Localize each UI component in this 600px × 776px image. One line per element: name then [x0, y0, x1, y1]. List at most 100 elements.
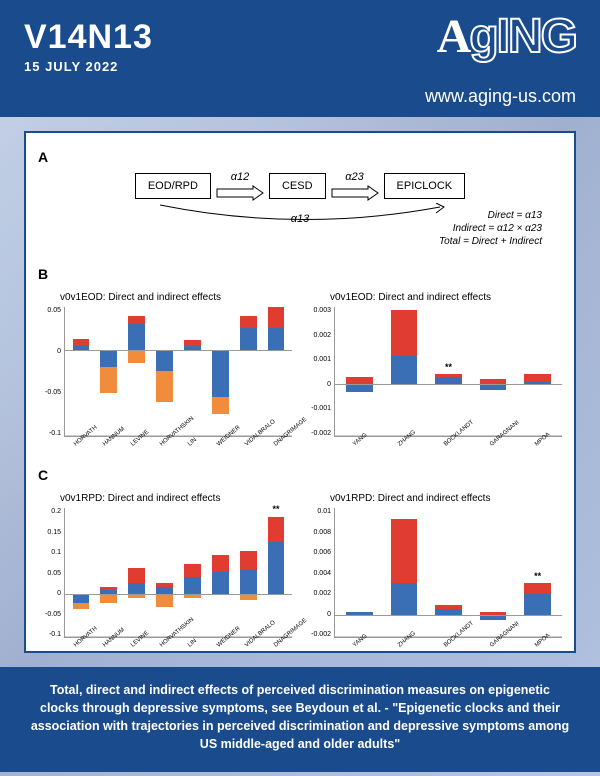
- panel-b: B v0v1EOD: Direct and indirect effects 0.…: [38, 266, 562, 449]
- x-axis: HORVATHHANNUMLEVINEHORVATHSKINLINWEIDNER…: [64, 638, 292, 650]
- bar-group: [95, 307, 123, 436]
- arrow-12-label: α12: [231, 171, 250, 183]
- x-label: BOCKLANDT: [443, 638, 455, 649]
- x-axis: YANGZHANGBOCKLANDTGARAGNANIMPOA: [334, 437, 562, 449]
- bar-segment-red: [240, 551, 257, 570]
- bar-group: [123, 307, 151, 436]
- issue-number: V14N13: [24, 18, 153, 57]
- x-label: MPOA: [534, 638, 546, 649]
- x-label: ZHANG: [397, 437, 409, 448]
- y-axis: 0.050-0.05-0.1: [38, 307, 64, 437]
- bar-group: [515, 307, 560, 436]
- panel-a-label: A: [38, 149, 48, 165]
- chart-title: v0v1EOD: Direct and indirect effects: [38, 292, 292, 303]
- bar-group: [382, 307, 427, 436]
- journal-logo: AgING: [437, 18, 576, 56]
- x-label: ZHANG: [397, 638, 409, 649]
- significance-marker: **: [273, 504, 280, 514]
- arrow-icon: [215, 185, 265, 201]
- bar-group: [471, 508, 516, 637]
- x-label: HORVATH: [73, 638, 85, 649]
- bar-segment-blue: [212, 572, 229, 593]
- bar-segment-blue: [268, 542, 285, 594]
- bar-group: [337, 508, 382, 637]
- zero-line: [65, 594, 292, 595]
- bar-group: [262, 307, 290, 436]
- figure-panel: A EOD/RPD α12 CESD α23 EPICLOCK α13: [24, 131, 576, 653]
- x-label: HANNUM: [102, 638, 114, 649]
- bar-segment-orange: [100, 367, 117, 393]
- diagram-a: A EOD/RPD α12 CESD α23 EPICLOCK α13: [38, 149, 562, 248]
- bar-group: [382, 508, 427, 637]
- x-label: WEIDNER: [216, 437, 228, 448]
- bar-group: [206, 508, 234, 637]
- x-label: MPOA: [534, 437, 546, 448]
- significance-marker: **: [445, 362, 452, 372]
- issue-date: 15 JULY 2022: [24, 59, 153, 74]
- bar-segment-red: [268, 517, 285, 543]
- plot-area: [64, 307, 292, 437]
- zero-line: [335, 615, 562, 616]
- curve-arrow: α13: [38, 203, 562, 227]
- bar-group: **: [426, 307, 471, 436]
- x-label: LEVINE: [130, 638, 142, 649]
- flow-box-3: EPICLOCK: [384, 173, 466, 199]
- x-label: DNAGRIMAGE: [273, 638, 285, 649]
- figure-caption: Total, direct and indirect effects of pe…: [0, 667, 600, 772]
- chart-c-left: v0v1RPD: Direct and indirect effects0.20…: [38, 493, 292, 650]
- arrow-13-label: α13: [291, 213, 310, 225]
- bar-segment-red: [212, 555, 229, 572]
- bar-segment-red: [240, 316, 257, 329]
- bar-segment-red: [268, 307, 285, 329]
- x-label: HORVATHSKIN: [159, 437, 171, 448]
- x-label: LEVINE: [130, 437, 142, 448]
- plot-area: **: [334, 508, 562, 638]
- panel-c: C v0v1RPD: Direct and indirect effects0.…: [38, 467, 562, 650]
- bar-group: [95, 508, 123, 637]
- bar-segment-blue: [73, 594, 90, 603]
- bar-segment-orange: [156, 371, 173, 401]
- x-axis: YANGZHANGBOCKLANDTGARAGNANIMPOA: [334, 638, 562, 650]
- bar-segment-orange: [212, 397, 229, 414]
- bar-group: [67, 307, 95, 436]
- bar-segment-blue: [391, 583, 418, 615]
- bar-segment-blue: [268, 328, 285, 350]
- formula-total: Total = Direct + Indirect: [38, 235, 542, 248]
- x-axis: HORVATHHANNUMLEVINEHORVATHSKINLINWEIDNER…: [64, 437, 292, 449]
- flow-box-1: EOD/RPD: [135, 173, 211, 199]
- issue-info: V14N13 15 JULY 2022: [24, 18, 153, 74]
- x-label: VIDALBRALO: [244, 638, 256, 649]
- x-label: GARAGNANI: [489, 638, 501, 649]
- x-label: HORVATHSKIN: [159, 638, 171, 649]
- x-label: VIDALBRALO: [244, 437, 256, 448]
- bar-segment-red: [391, 519, 418, 583]
- y-axis: 0.20.150.10.050-0.05-0.1: [38, 508, 64, 638]
- zero-line: [335, 384, 562, 385]
- plot-area: **: [334, 307, 562, 437]
- chart-title: v0v1EOD: Direct and indirect effects: [308, 292, 562, 303]
- significance-marker: **: [534, 571, 541, 581]
- x-label: WEIDNER: [216, 638, 228, 649]
- header: V14N13 15 JULY 2022 AgING: [0, 0, 600, 82]
- bar-segment-red: [184, 564, 201, 577]
- bar-segment-orange: [128, 350, 145, 363]
- bar-group: [151, 508, 179, 637]
- y-axis: 0.0030.0020.0010-0.001-0.002: [308, 307, 334, 437]
- bar-segment-blue: [156, 350, 173, 371]
- bar-segment-blue: [184, 577, 201, 594]
- bar-group: [151, 307, 179, 436]
- bar-segment-blue: [240, 570, 257, 594]
- bar-group: [67, 508, 95, 637]
- bar-segment-red: [73, 339, 90, 346]
- bar-segment-orange: [100, 594, 117, 603]
- bar-segment-blue: [435, 377, 462, 385]
- x-label: LIN: [187, 437, 199, 448]
- chart-b-left: v0v1EOD: Direct and indirect effects 0.05…: [38, 292, 292, 449]
- bar-segment-red: [128, 316, 145, 325]
- bar-group: [123, 508, 151, 637]
- journal-url: www.aging-us.com: [425, 86, 576, 106]
- panel-b-label: B: [38, 266, 48, 282]
- x-label: BOCKLANDT: [443, 437, 455, 448]
- bar-segment-orange: [73, 603, 90, 609]
- url-bar: www.aging-us.com: [0, 82, 600, 117]
